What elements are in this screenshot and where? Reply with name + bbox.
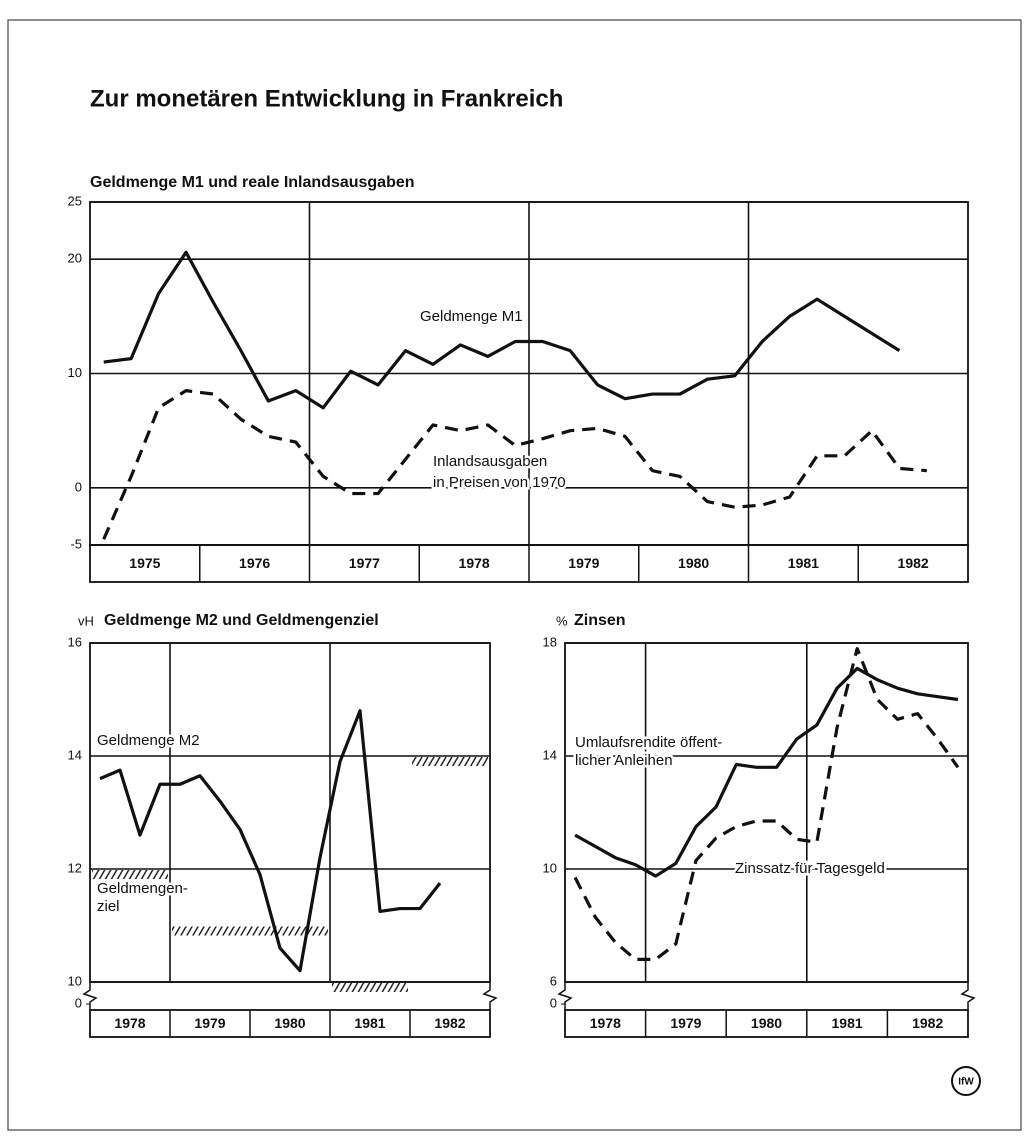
y-tick-label: -5 — [70, 536, 82, 551]
series-label: licher Anleihen — [575, 752, 673, 769]
y-unit: % — [556, 613, 568, 628]
y-tick-label: 0 — [75, 995, 82, 1010]
x-tick-label: 1981 — [832, 1015, 863, 1031]
x-tick-label: 1980 — [751, 1015, 782, 1031]
x-tick-label: 1978 — [114, 1015, 145, 1031]
x-band-row — [564, 1009, 969, 1038]
x-tick-label: 1978 — [590, 1015, 621, 1031]
y-tick-label: 18 — [543, 634, 557, 649]
y-tick-label: 12 — [68, 860, 82, 875]
y-tick-label: 10 — [68, 365, 82, 380]
x-tick-label: 1982 — [912, 1015, 943, 1031]
series-label: in Preisen von 1970 — [433, 474, 566, 491]
plot-frame — [564, 642, 969, 983]
series-label: Geldmenge M1 — [420, 308, 523, 325]
x-band-row — [89, 1009, 491, 1038]
target-label: Geldmengen- — [97, 880, 188, 897]
y-tick-label: 6 — [550, 973, 557, 988]
y-unit: vH — [78, 613, 94, 628]
target-hatch — [412, 757, 488, 766]
x-tick-label: 1982 — [434, 1015, 465, 1031]
y-tick-label: 0 — [550, 995, 557, 1010]
axis-break — [557, 982, 976, 1010]
target-label: ziel — [97, 898, 120, 915]
series-label: Inlandsausgaben — [433, 453, 547, 470]
x-tick-label: 1979 — [568, 555, 599, 571]
x-tick-label: 1978 — [459, 555, 490, 571]
x-tick-label: 1979 — [670, 1015, 701, 1031]
x-tick-label: 1981 — [788, 555, 819, 571]
target-hatch — [92, 870, 168, 879]
target-hatch — [332, 983, 408, 992]
plot-frame — [89, 642, 491, 983]
y-tick-label: 25 — [68, 193, 82, 208]
logo-ring — [951, 1066, 981, 1096]
chart-title: Geldmenge M1 und reale Inlandsausgaben — [90, 174, 415, 191]
series-label: Zinssatz für Tagesgeld — [735, 860, 885, 877]
x-tick-label: 1979 — [194, 1015, 225, 1031]
page-title: Zur monetären Entwicklung in Frankreich — [90, 85, 563, 112]
series-line — [99, 709, 442, 973]
y-tick-label: 10 — [68, 973, 82, 988]
y-tick-label: 0 — [75, 479, 82, 494]
y-tick-label: 14 — [68, 747, 82, 762]
y-tick-label: 10 — [543, 860, 557, 875]
y-tick-label: 20 — [68, 251, 82, 266]
y-tick-label: 14 — [543, 747, 557, 762]
chart-title: Geldmenge M2 und Geldmengenziel — [104, 612, 379, 629]
x-tick-label: 1980 — [274, 1015, 305, 1031]
series-line — [103, 250, 901, 410]
x-tick-label: 1976 — [239, 555, 270, 571]
x-tick-label: 1977 — [349, 555, 380, 571]
x-tick-label: 1975 — [129, 555, 160, 571]
series-label: Umlaufsrendite öffent- — [575, 734, 722, 751]
x-tick-label: 1981 — [354, 1015, 385, 1031]
series-line — [574, 666, 959, 878]
series-line — [573, 647, 960, 961]
x-tick-label: 1980 — [678, 555, 709, 571]
axis-break — [82, 982, 498, 1010]
logo: IfW — [958, 1077, 974, 1088]
target-hatch — [172, 926, 328, 936]
x-tick-label: 1982 — [898, 555, 929, 571]
series-label: Geldmenge M2 — [97, 732, 200, 749]
y-tick-label: 16 — [68, 634, 82, 649]
page-border — [7, 19, 1022, 1131]
chart-title: Zinsen — [574, 612, 626, 629]
series-line — [102, 389, 927, 540]
